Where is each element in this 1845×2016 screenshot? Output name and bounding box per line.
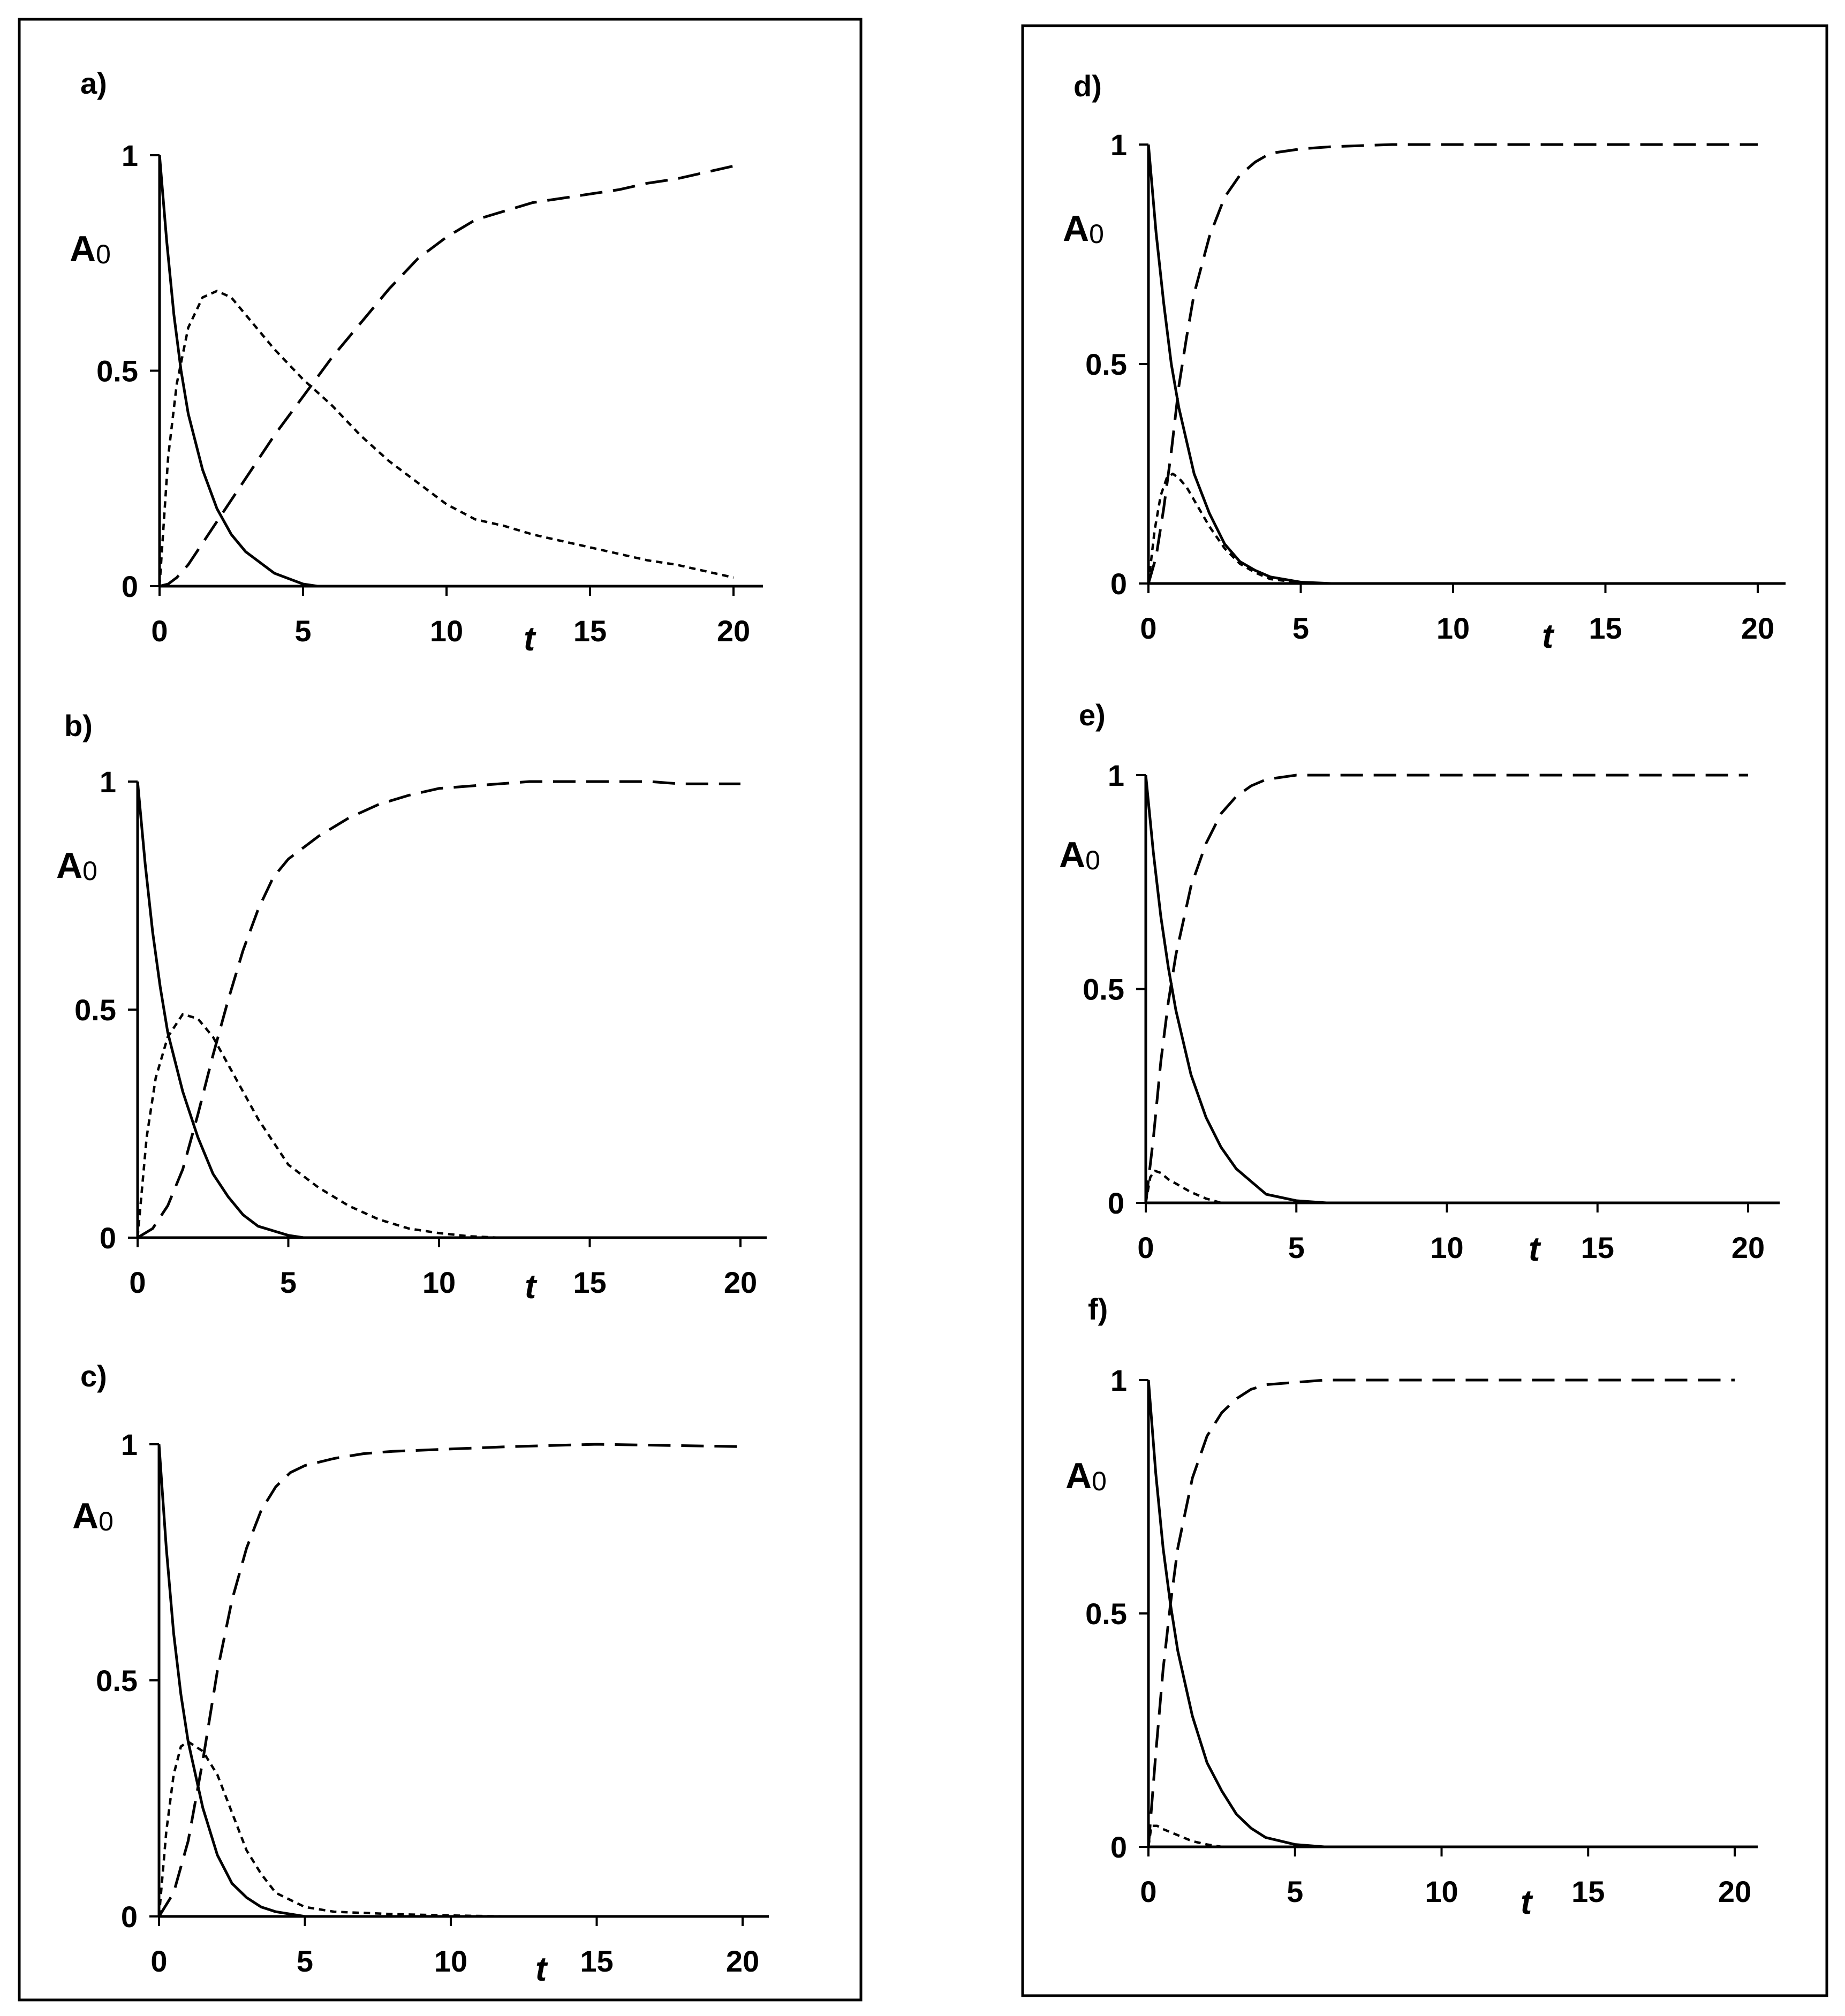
x-tick-label: 10	[1425, 1875, 1458, 1908]
x-tick-label: 15	[1571, 1875, 1605, 1908]
x-tick-label: 20	[1731, 1231, 1765, 1264]
x-tick-label: 10	[1430, 1231, 1463, 1264]
series-line-solid	[1147, 144, 1332, 585]
chart-panel: c) 0 5 10 15 20 0 0.5 1 A0 t	[72, 1359, 769, 1988]
series-line-dashed	[157, 1443, 743, 1918]
series-line-dashed	[1147, 143, 1758, 584]
y-tick-label: 0.5	[1083, 973, 1124, 1006]
x-axis-label: t	[1542, 617, 1555, 655]
panel-label: a)	[80, 66, 107, 100]
y-axis-label: A0	[1063, 208, 1104, 249]
series-line-dotted	[158, 290, 734, 587]
series-line-dotted	[136, 1013, 500, 1239]
x-tick-label: 0	[1140, 611, 1156, 645]
series-line-dashed	[1147, 1378, 1735, 1847]
y-tick-label: 0	[1110, 1830, 1127, 1864]
x-axis-label: t	[1529, 1230, 1541, 1268]
y-tick-label: 0	[122, 570, 138, 603]
left-column-frame	[18, 18, 863, 2002]
x-axis-label: t	[1521, 1883, 1533, 1921]
x-tick-label: 15	[580, 1944, 613, 1978]
series-line-dashed	[137, 780, 740, 1239]
panel-label: e)	[1079, 698, 1106, 732]
x-tick-label: 0	[1140, 1875, 1156, 1908]
x-tick-label: 0	[150, 1944, 167, 1978]
chart-panel: d) 0 5 10 15 20 0 0.5 1 A0 t	[1063, 69, 1786, 655]
series-line-solid	[157, 1444, 305, 1918]
x-tick-label: 20	[726, 1944, 759, 1978]
x-tick-label: 20	[1741, 611, 1774, 645]
panel-label: c)	[80, 1359, 107, 1393]
y-tick-label: 0.5	[74, 993, 116, 1027]
x-tick-label: 0	[1137, 1231, 1154, 1264]
chart-panel: b) 0 5 10 15 20 0 0.5 1 A0 t	[56, 709, 767, 1306]
x-tick-label: 5	[1287, 1875, 1303, 1908]
x-tick-label: 5	[1292, 611, 1309, 645]
x-tick-label: 5	[297, 1944, 313, 1978]
series-line-solid	[158, 155, 318, 588]
x-tick-label: 20	[724, 1265, 757, 1299]
y-tick-label: 0	[100, 1221, 116, 1255]
y-tick-label: 1	[1110, 1363, 1127, 1397]
x-tick-label: 20	[717, 614, 750, 648]
y-tick-label: 0	[1110, 567, 1127, 601]
y-tick-label: 1	[100, 765, 116, 799]
x-tick-label: 15	[573, 614, 607, 648]
x-tick-label: 0	[129, 1265, 146, 1299]
y-axis-label: A0	[1059, 835, 1100, 875]
y-tick-label: 0	[1108, 1186, 1124, 1220]
panel-label: b)	[64, 709, 93, 742]
x-tick-label: 20	[1718, 1875, 1751, 1908]
y-tick-label: 1	[1108, 759, 1124, 792]
y-tick-label: 0.5	[96, 1664, 138, 1697]
series-line-dashed	[159, 164, 734, 588]
y-tick-label: 1	[122, 139, 138, 172]
series-line-solid	[1144, 775, 1327, 1204]
chart-panel: a) 0 5 10 15 20 0 0.5 1 A0 t	[70, 66, 763, 658]
chart-panel: f) 0 5 10 15 20 0 0.5 1 A0 t	[1065, 1292, 1758, 1921]
x-axis-label: t	[525, 1267, 538, 1306]
x-tick-label: 15	[1581, 1231, 1614, 1264]
y-tick-label: 1	[1110, 128, 1127, 162]
y-tick-label: 0	[121, 1900, 138, 1934]
series-line-dotted	[1147, 472, 1332, 585]
x-tick-label: 10	[422, 1265, 456, 1299]
panel-label: f)	[1088, 1292, 1108, 1326]
y-axis-label: A0	[70, 229, 111, 269]
x-axis-label: t	[535, 1950, 548, 1988]
x-tick-label: 5	[280, 1265, 297, 1299]
series-line-dotted	[1144, 1169, 1222, 1204]
x-tick-label: 15	[1589, 611, 1622, 645]
y-tick-label: 0.5	[1085, 347, 1127, 381]
y-axis-label: A0	[56, 845, 97, 886]
right-column-frame	[1021, 24, 1828, 1997]
x-tick-label: 10	[434, 1944, 467, 1978]
chart-panel: e) 0 5 10 15 20 0 0.5 1 A0 t	[1059, 698, 1780, 1268]
series-line-solid	[1147, 1380, 1325, 1848]
x-tick-label: 5	[294, 614, 311, 648]
x-tick-label: 10	[430, 614, 463, 648]
y-axis-label: A0	[1065, 1456, 1107, 1496]
x-tick-label: 5	[1288, 1231, 1305, 1264]
y-axis-label: A0	[72, 1496, 114, 1536]
x-axis-label: t	[524, 619, 536, 658]
y-tick-label: 1	[121, 1428, 138, 1461]
x-tick-label: 15	[573, 1265, 606, 1299]
panel-label: d)	[1073, 69, 1102, 103]
y-tick-label: 0.5	[96, 354, 138, 388]
x-tick-label: 0	[151, 614, 168, 648]
x-tick-label: 10	[1436, 611, 1470, 645]
series-line-solid	[136, 781, 304, 1239]
series-line-dashed	[1144, 774, 1748, 1203]
series-line-dotted	[157, 1740, 743, 1918]
y-tick-label: 0.5	[1085, 1597, 1127, 1631]
